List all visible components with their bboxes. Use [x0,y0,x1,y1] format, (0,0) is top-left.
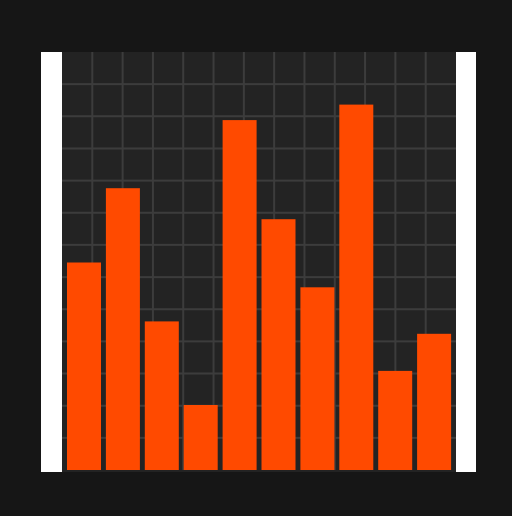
bar-5 [222,120,257,470]
bar-2 [105,188,140,470]
bar-10 [417,333,452,470]
bar-6 [261,219,296,470]
right-frame-post [456,52,476,472]
bar-9 [378,370,413,470]
bar-series [67,104,452,470]
bar-8 [339,104,374,470]
bar-4 [183,405,218,470]
bar-7 [300,287,335,470]
bar-3 [144,321,179,470]
bar-1 [67,262,101,470]
left-frame-post [41,52,62,472]
